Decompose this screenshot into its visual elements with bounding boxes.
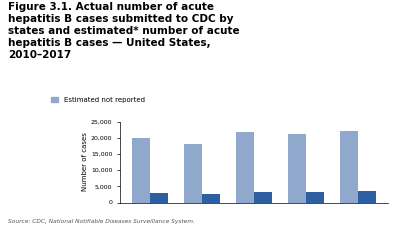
Bar bbox=[202, 194, 220, 202]
Bar bbox=[288, 135, 306, 202]
Bar bbox=[306, 192, 324, 202]
Y-axis label: Number of cases: Number of cases bbox=[82, 133, 88, 191]
Legend: Estimated not reported: Estimated not reported bbox=[48, 94, 148, 106]
Bar bbox=[358, 191, 376, 202]
Bar bbox=[236, 132, 254, 202]
Bar bbox=[132, 138, 150, 202]
Text: Figure 3.1. Actual number of acute
hepatitis B cases submitted to CDC by
states : Figure 3.1. Actual number of acute hepat… bbox=[8, 2, 240, 60]
Bar bbox=[184, 144, 202, 202]
Bar bbox=[150, 193, 168, 202]
Text: Source: CDC, National Notifiable Diseases Surveillance System.: Source: CDC, National Notifiable Disease… bbox=[8, 219, 195, 224]
Bar bbox=[340, 130, 358, 202]
Bar bbox=[254, 192, 272, 202]
